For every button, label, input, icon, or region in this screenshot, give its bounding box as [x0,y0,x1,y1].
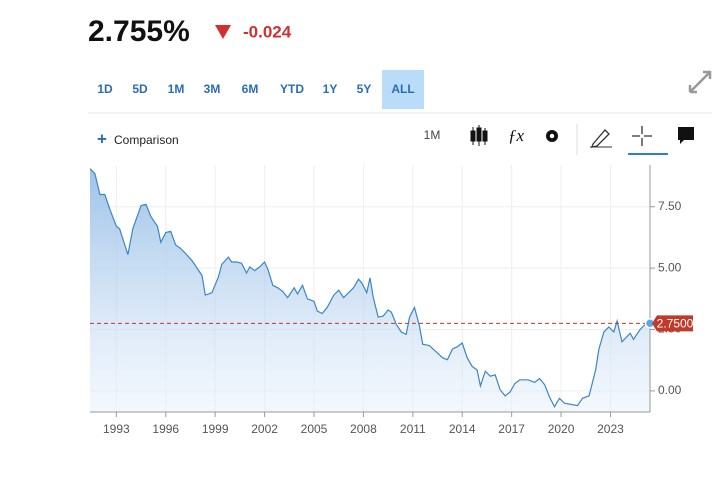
y-tick-label: 5.00 [658,260,682,274]
range-button[interactable]: 6M [242,82,259,96]
price: 2.755% [88,15,190,48]
settings-icon-hole [549,133,555,139]
comment-icon[interactable] [678,127,694,144]
area [90,168,650,412]
range-button[interactable]: 1Y [323,82,338,96]
x-tick-label: 2008 [350,422,377,436]
range-button[interactable]: ALL [391,82,414,96]
x-tick-label: 2011 [400,422,426,436]
range-bar: 1D 5D 1M 3M 6M YTD 1Y 5Y ALL [97,70,424,109]
x-tick-label: 1999 [202,422,229,436]
active-range-bg [382,70,424,109]
x-tick-label: 2005 [301,422,328,436]
y-tick-label: 7.50 [658,199,682,213]
indicator-icon[interactable]: ƒx [508,126,525,145]
range-button[interactable]: YTD [280,82,304,96]
expand-icon[interactable] [688,70,712,94]
x-tick-label: 2017 [498,422,525,436]
interval-button[interactable]: 1M [424,128,441,142]
range-button[interactable]: 5Y [357,82,372,96]
x-tick-label: 2014 [449,422,476,436]
down-arrow [215,25,231,39]
x-tick-label: 2002 [251,422,278,436]
price-tag-label: 2.7500 [657,317,694,331]
change: -0.024 [243,22,292,41]
price-tag [652,315,693,332]
candle-icon[interactable] [470,125,488,146]
y-tick-label: 0.00 [658,383,682,397]
range-button[interactable]: 5D [132,82,148,96]
plus-icon[interactable]: + [97,129,107,148]
x-tick-label: 1993 [103,422,130,436]
crosshair-icon[interactable] [632,126,652,146]
x-tick-label: 2023 [597,422,624,436]
x-tick-label: 1996 [152,422,179,436]
draw-icon[interactable] [591,129,610,148]
x-tick-label: 2020 [548,422,575,436]
range-button[interactable]: 1M [168,82,185,96]
comparison-button[interactable]: Comparison [114,133,179,147]
range-button[interactable]: 3M [204,82,221,96]
range-button[interactable]: 1D [97,82,113,96]
line [89,168,651,409]
chart: 1993 1996 1999 2002 2005 2008 2011 2014 2017 2020… [89,165,694,436]
